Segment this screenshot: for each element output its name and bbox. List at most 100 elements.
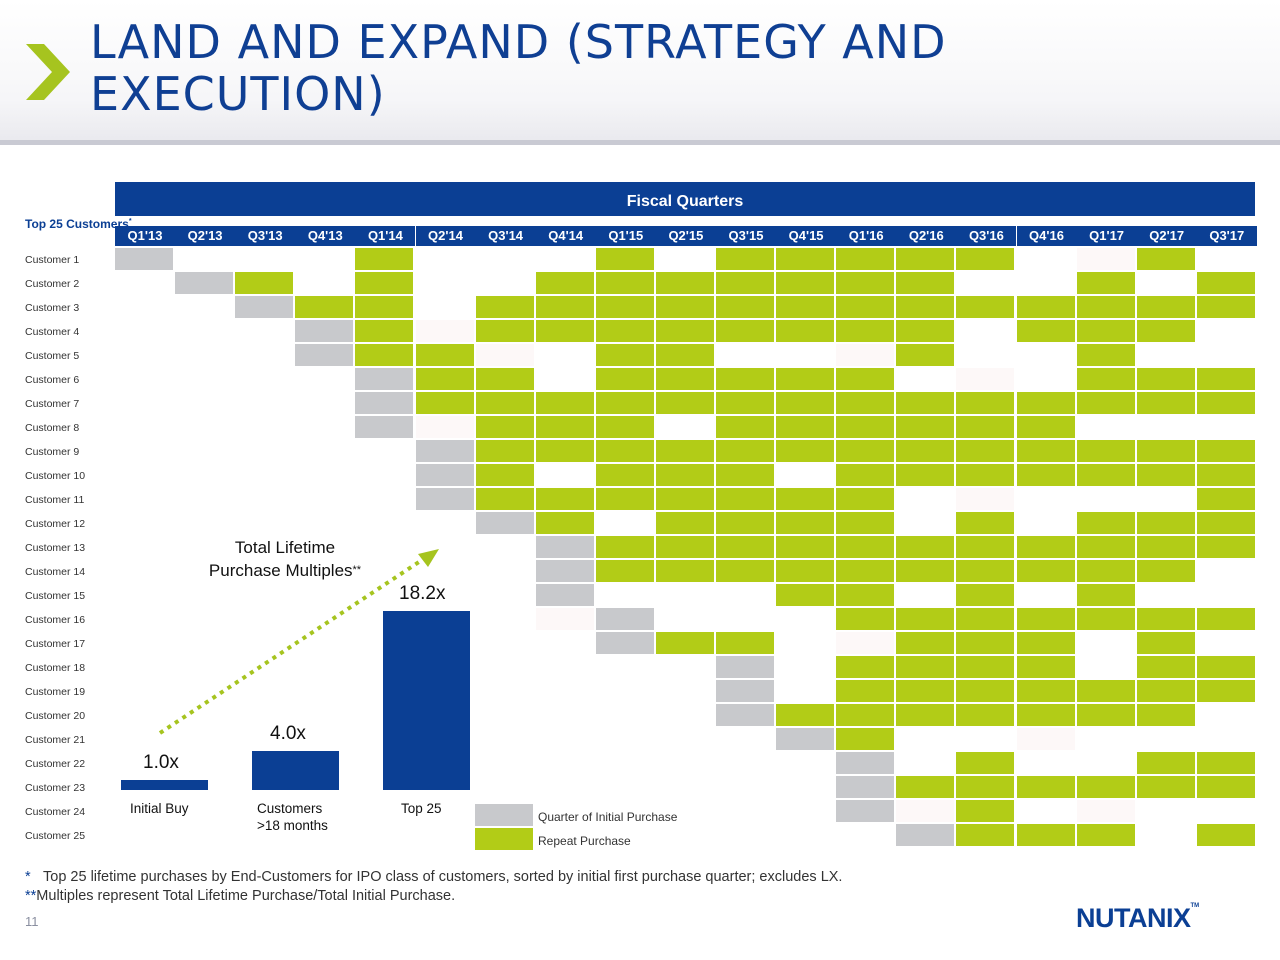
customer-label: Customer 5 — [25, 350, 80, 362]
initial-purchase-cell — [295, 320, 354, 342]
repeat-purchase-cell — [776, 488, 835, 510]
bar-category-top-25: Top 25 — [401, 801, 442, 816]
repeat-purchase-cell — [655, 368, 714, 390]
repeat-purchase-cell — [1016, 296, 1075, 318]
repeat-purchase-cell — [836, 320, 895, 342]
repeat-purchase-cell — [836, 488, 895, 510]
initial-purchase-cell — [235, 296, 294, 318]
repeat-purchase-cell — [956, 752, 1015, 774]
repeat-purchase-cell — [1076, 776, 1135, 798]
repeat-purchase-cell — [1196, 392, 1255, 414]
repeat-purchase-cell — [1016, 560, 1075, 582]
repeat-purchase-cell — [896, 416, 955, 438]
repeat-purchase-cell — [1196, 680, 1255, 702]
repeat-purchase-cell — [836, 704, 895, 726]
repeat-purchase-cell — [595, 392, 654, 414]
initial-purchase-cell — [475, 512, 534, 534]
customer-label: Customer 12 — [25, 518, 86, 530]
customer-label: Customer 15 — [25, 590, 86, 602]
footnote-2-text: Multiples represent Total Lifetime Purch… — [36, 888, 456, 904]
repeat-purchase-cell — [896, 704, 955, 726]
repeat-purchase-cell — [1136, 632, 1195, 654]
repeat-purchase-cell — [716, 320, 774, 342]
customer-label: Customer 11 — [25, 494, 85, 506]
customer-label: Customer 3 — [25, 302, 80, 314]
legend-repeat-label: Repeat Purchase — [538, 834, 631, 848]
repeat-purchase-cell — [716, 536, 774, 558]
repeat-purchase-cell — [1016, 824, 1075, 846]
repeat-purchase-cell — [655, 296, 714, 318]
initial-purchase-cell — [595, 608, 654, 630]
repeat-purchase-cell — [1196, 608, 1255, 630]
empty-cell — [1076, 248, 1135, 270]
repeat-purchase-cell — [1076, 392, 1135, 414]
chevron-right-icon — [26, 44, 70, 100]
repeat-purchase-cell — [896, 272, 955, 294]
repeat-purchase-cell — [776, 536, 835, 558]
repeat-purchase-cell — [1076, 344, 1135, 366]
repeat-purchase-cell — [776, 440, 835, 462]
repeat-purchase-cell — [836, 560, 895, 582]
footnote-1: * Top 25 lifetime purchases by End-Custom… — [25, 869, 842, 885]
repeat-purchase-cell — [355, 272, 414, 294]
repeat-purchase-cell — [1136, 320, 1195, 342]
multiples-title: Total Lifetime Purchase Multiples** — [185, 536, 385, 582]
repeat-purchase-cell — [1136, 752, 1195, 774]
repeat-purchase-cell — [655, 488, 714, 510]
repeat-purchase-cell — [1196, 776, 1255, 798]
repeat-purchase-cell — [956, 584, 1015, 606]
repeat-purchase-cell — [1076, 560, 1135, 582]
repeat-purchase-cell — [896, 776, 955, 798]
quarter-header: Q3'14 — [475, 226, 536, 246]
customer-label: Customer 10 — [25, 470, 86, 482]
repeat-purchase-cell — [1196, 296, 1255, 318]
repeat-purchase-cell — [355, 296, 414, 318]
initial-purchase-cell — [896, 824, 955, 846]
page-number: 11 — [25, 914, 39, 929]
repeat-purchase-cell — [1016, 608, 1075, 630]
footnote-1-mark: * — [25, 869, 31, 885]
repeat-purchase-cell — [716, 560, 774, 582]
repeat-purchase-cell — [355, 248, 414, 270]
repeat-purchase-cell — [1016, 416, 1075, 438]
quarter-header: Q3'13 — [235, 226, 296, 246]
initial-purchase-cell — [595, 632, 654, 654]
initial-purchase-cell — [355, 392, 414, 414]
repeat-purchase-cell — [896, 248, 955, 270]
repeat-purchase-cell — [1076, 512, 1135, 534]
footnote-2-mark: ** — [25, 888, 37, 904]
repeat-purchase-cell — [295, 296, 354, 318]
repeat-purchase-cell — [776, 248, 835, 270]
repeat-purchase-cell — [595, 488, 654, 510]
repeat-purchase-cell — [956, 608, 1015, 630]
initial-purchase-cell — [836, 752, 895, 774]
empty-cell — [896, 800, 955, 822]
repeat-purchase-cell — [355, 344, 414, 366]
empty-cell — [836, 632, 895, 654]
repeat-purchase-cell — [1196, 488, 1255, 510]
empty-cell — [956, 368, 1015, 390]
repeat-purchase-cell — [1076, 464, 1135, 486]
repeat-purchase-cell — [475, 488, 534, 510]
multiple-bar — [121, 780, 208, 790]
repeat-purchase-cell — [655, 344, 714, 366]
repeat-purchase-cell — [1196, 656, 1255, 678]
repeat-purchase-cell — [956, 656, 1015, 678]
repeat-purchase-cell — [716, 488, 774, 510]
repeat-purchase-cell — [836, 680, 895, 702]
empty-cell — [535, 608, 594, 630]
repeat-purchase-cell — [776, 512, 835, 534]
repeat-purchase-cell — [1196, 464, 1255, 486]
repeat-purchase-cell — [535, 392, 594, 414]
initial-purchase-cell — [535, 584, 594, 606]
footnote-1-text: Top 25 lifetime purchases by End-Custome… — [43, 869, 843, 885]
quarter-header: Q2'14 — [415, 226, 476, 246]
top-customers-header-text: Top 25 Customers — [25, 217, 129, 231]
repeat-purchase-cell — [1136, 776, 1195, 798]
repeat-purchase-cell — [415, 392, 474, 414]
logo-text: NUTANIX — [1076, 903, 1191, 933]
repeat-purchase-cell — [836, 440, 895, 462]
repeat-purchase-cell — [1136, 608, 1195, 630]
repeat-purchase-cell — [1136, 656, 1195, 678]
repeat-purchase-cell — [1076, 704, 1135, 726]
